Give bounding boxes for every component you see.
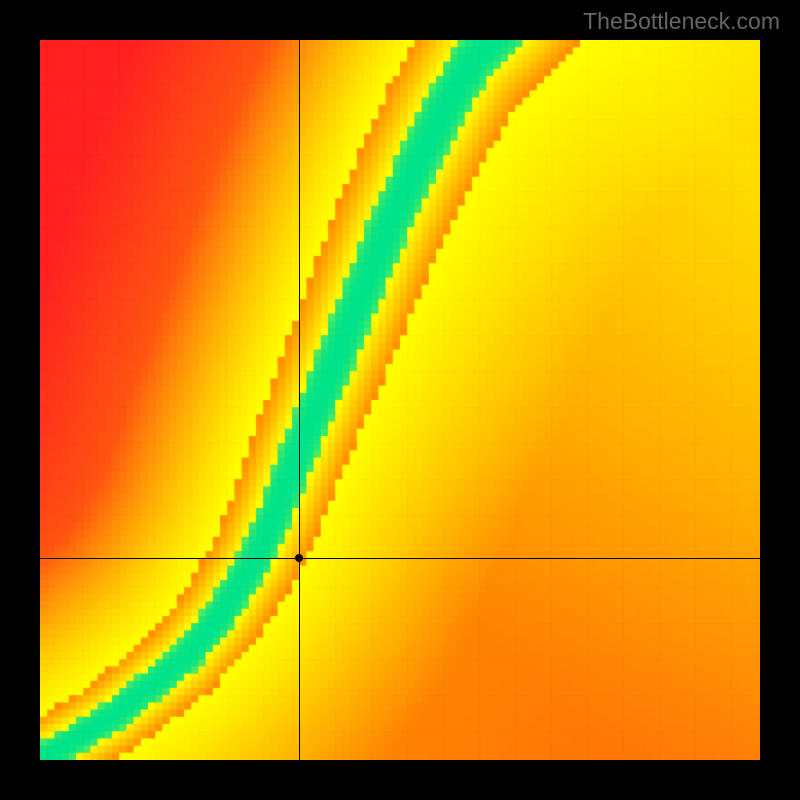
crosshair-vertical — [299, 40, 300, 760]
heatmap-plot — [40, 40, 760, 760]
crosshair-horizontal — [40, 558, 760, 559]
heatmap-canvas — [40, 40, 760, 760]
watermark-text: TheBottleneck.com — [583, 8, 780, 35]
marker-dot — [295, 554, 303, 562]
